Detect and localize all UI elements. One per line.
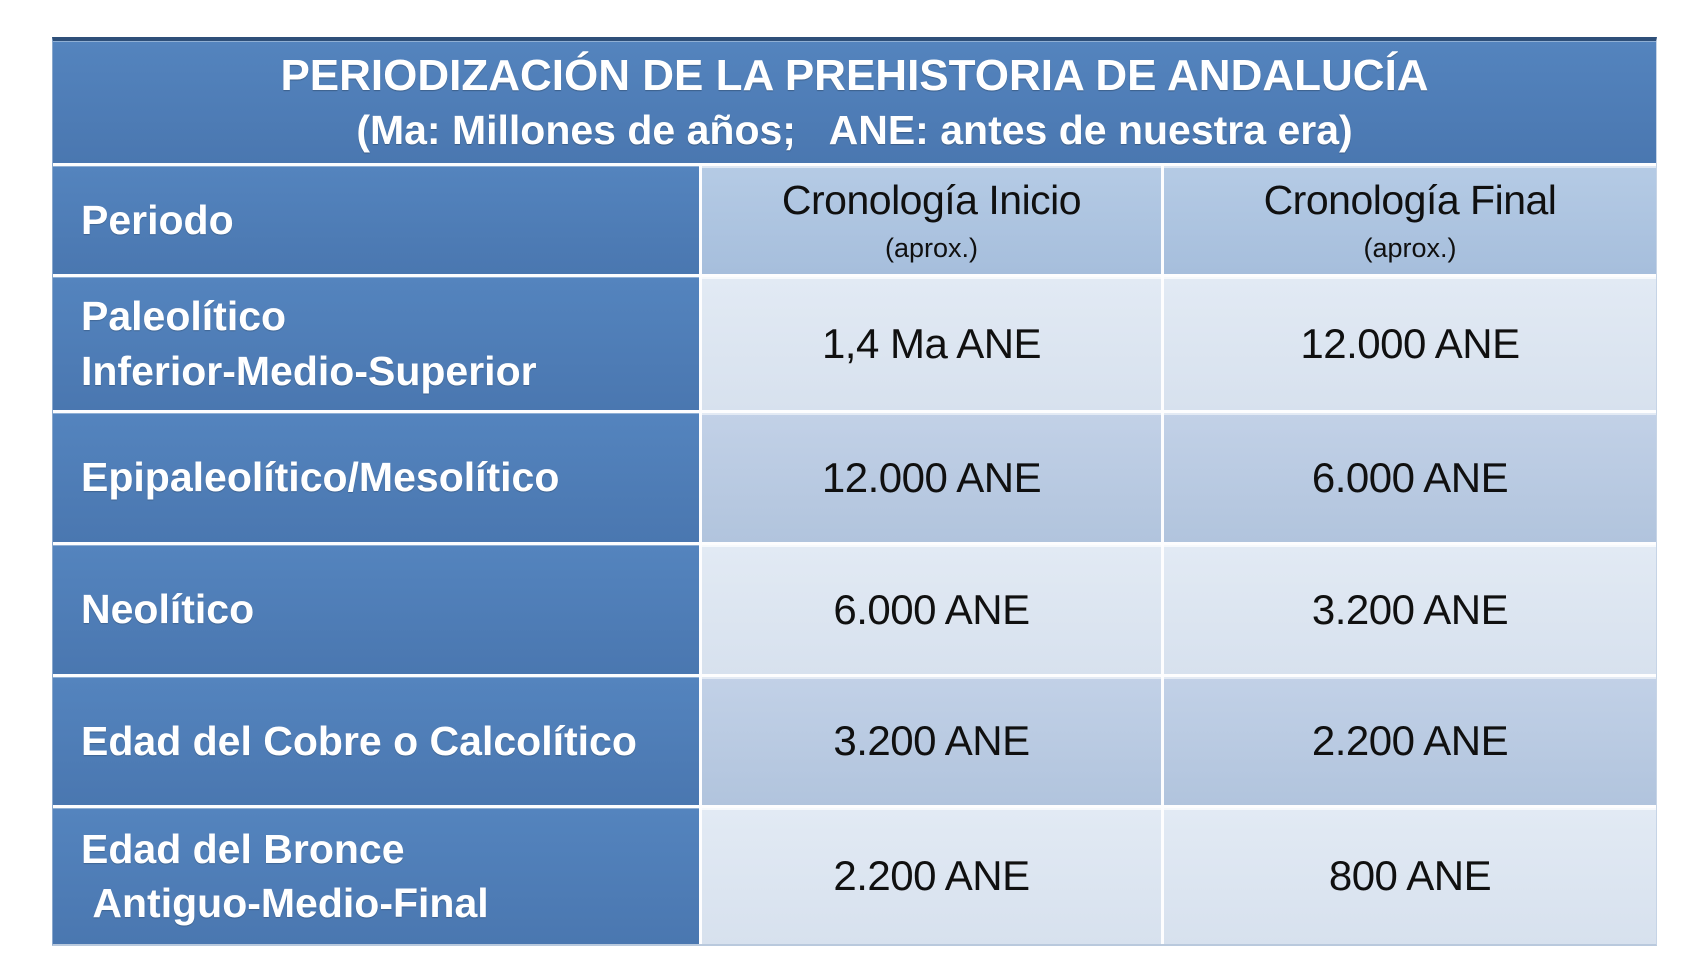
row-paleolitico-inicio: 1,4 Ma ANE bbox=[702, 277, 1161, 410]
value-final: 6.000 ANE bbox=[1311, 453, 1509, 501]
value-inicio: 12.000 ANE bbox=[821, 453, 1042, 501]
row-edad-cobre-period: Edad del Cobre o Calcolítico bbox=[53, 677, 699, 805]
row-edad-cobre-final: 2.200 ANE bbox=[1164, 677, 1656, 805]
table-title: PERIODIZACIÓN DE LA PREHISTORIA DE ANDAL… bbox=[280, 50, 1429, 100]
row-neolitico-period: Neolítico bbox=[53, 545, 699, 674]
value-inicio: 6.000 ANE bbox=[833, 585, 1030, 633]
column-header-periodo-label: Periodo bbox=[81, 196, 234, 243]
row-edad-bronce-final: 800 ANE bbox=[1164, 808, 1656, 944]
column-header-cronologia-inicio: Cronología Inicio (aprox.) bbox=[702, 166, 1161, 274]
value-final: 12.000 ANE bbox=[1300, 319, 1520, 367]
value-inicio: 2.200 ANE bbox=[833, 852, 1030, 899]
period-line2: Antiguo-Medio-Final bbox=[81, 880, 489, 926]
period-line1: Edad del Bronce bbox=[81, 825, 405, 872]
period-label: Edad del Bronce Antiguo-Medio-Final bbox=[81, 822, 489, 930]
value-inicio: 1,4 Ma ANE bbox=[821, 319, 1042, 367]
prehistory-periodization-table: PERIODIZACIÓN DE LA PREHISTORIA DE ANDAL… bbox=[52, 37, 1657, 946]
period-line1: Epipaleolítico/Mesolítico bbox=[81, 454, 560, 501]
period-label: Neolítico bbox=[81, 582, 254, 636]
column-header-cronologia-final: Cronología Final (aprox.) bbox=[1164, 166, 1656, 274]
value-final: 800 ANE bbox=[1328, 852, 1492, 899]
period-line1: Neolítico bbox=[81, 586, 255, 633]
value-inicio: 3.200 ANE bbox=[833, 717, 1030, 764]
period-label: Epipaleolítico/Mesolítico bbox=[81, 450, 559, 504]
period-line1: Paleolítico bbox=[81, 293, 287, 340]
period-label: Paleolítico Inferior-Medio-Superior bbox=[81, 289, 537, 397]
period-label: Edad del Cobre o Calcolítico bbox=[81, 714, 637, 768]
row-epipaleolitico-period: Epipaleolítico/Mesolítico bbox=[53, 413, 699, 542]
row-edad-bronce-period: Edad del Bronce Antiguo-Medio-Final bbox=[53, 808, 699, 944]
column-header-periodo: Periodo bbox=[53, 166, 699, 274]
row-neolitico-final: 3.200 ANE bbox=[1164, 545, 1656, 674]
row-edad-cobre-inicio: 3.200 ANE bbox=[702, 677, 1161, 805]
period-line1: Edad del Cobre o Calcolítico bbox=[81, 717, 637, 764]
row-epipaleolitico-final: 6.000 ANE bbox=[1164, 413, 1656, 542]
cronologia-inicio-label: Cronología Inicio bbox=[781, 176, 1082, 223]
cronologia-inicio-sublabel: (aprox.) bbox=[884, 232, 979, 263]
row-paleolitico-final: 12.000 ANE bbox=[1164, 277, 1656, 410]
row-neolitico-inicio: 6.000 ANE bbox=[702, 545, 1161, 674]
row-paleolitico-period: Paleolítico Inferior-Medio-Superior bbox=[53, 277, 699, 410]
row-epipaleolitico-inicio: 12.000 ANE bbox=[702, 413, 1161, 542]
value-final: 2.200 ANE bbox=[1311, 717, 1509, 764]
period-line2: Inferior-Medio-Superior bbox=[81, 347, 537, 394]
value-final: 3.200 ANE bbox=[1311, 585, 1509, 633]
table-title-band: PERIODIZACIÓN DE LA PREHISTORIA DE ANDAL… bbox=[53, 41, 1656, 163]
row-edad-bronce-inicio: 2.200 ANE bbox=[702, 808, 1161, 944]
cronologia-final-sublabel: (aprox.) bbox=[1363, 232, 1457, 263]
table-subtitle: (Ma: Millones de años; ANE: antes de nue… bbox=[356, 106, 1353, 153]
cronologia-final-label: Cronología Final bbox=[1263, 176, 1557, 223]
